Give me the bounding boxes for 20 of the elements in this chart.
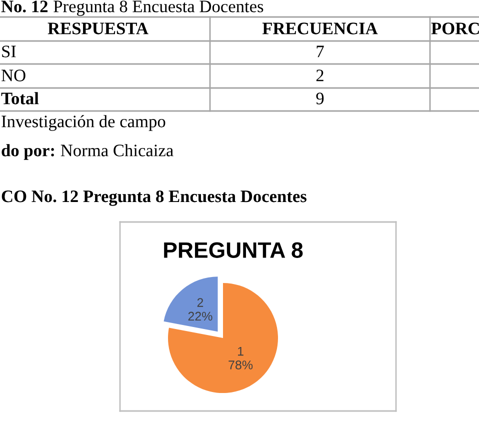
text: CO No. 12 Pregunta 8 Encuesta Docentes bbox=[2, 190, 306, 206]
text: NO bbox=[2, 70, 26, 82]
text: 9 bbox=[316, 92, 324, 104]
text: SI bbox=[2, 46, 16, 58]
text: Investigación de campo bbox=[2, 115, 166, 131]
text: No. 12 bbox=[1, 0, 48, 12]
data-label: 78% bbox=[228, 360, 253, 370]
text: PORC bbox=[431, 22, 479, 34]
slice-label: 1 bbox=[238, 346, 244, 356]
chart-title: PREGUNTA 8 bbox=[164, 242, 303, 258]
slice-label: 2 bbox=[197, 298, 204, 307]
data-label: 22% bbox=[188, 312, 212, 321]
text: do por: bbox=[2, 144, 54, 160]
text: RESPUESTA bbox=[48, 22, 148, 34]
text: Total bbox=[1, 92, 39, 104]
text: 7 bbox=[316, 46, 324, 58]
text: Norma Chicaiza bbox=[60, 144, 174, 156]
text: Pregunta 8 Encuesta Docentes bbox=[54, 0, 264, 16]
text: FRECUENCIA bbox=[262, 22, 378, 34]
text: 2 bbox=[316, 70, 324, 82]
